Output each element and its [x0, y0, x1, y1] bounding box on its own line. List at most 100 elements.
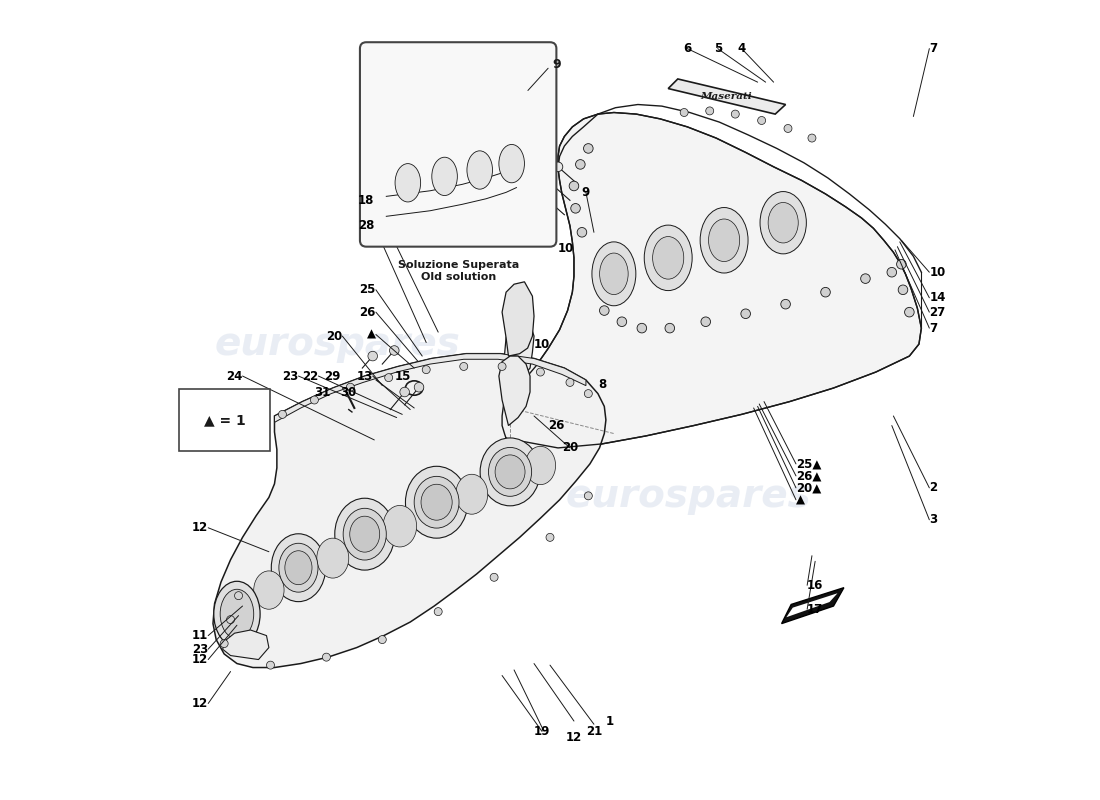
- Text: 19: 19: [534, 725, 550, 738]
- Ellipse shape: [285, 550, 312, 585]
- Text: eurospares: eurospares: [566, 477, 812, 515]
- Text: 12: 12: [191, 653, 208, 666]
- Text: 12: 12: [565, 730, 582, 743]
- Text: 25: 25: [360, 283, 376, 296]
- Text: 30: 30: [341, 386, 356, 398]
- Circle shape: [540, 192, 549, 202]
- Circle shape: [784, 125, 792, 133]
- Text: 18: 18: [358, 194, 374, 207]
- Ellipse shape: [499, 145, 525, 182]
- Circle shape: [278, 410, 286, 418]
- Circle shape: [569, 181, 579, 190]
- Circle shape: [758, 117, 766, 125]
- Text: 16: 16: [807, 578, 824, 592]
- Ellipse shape: [652, 237, 684, 279]
- Circle shape: [584, 492, 592, 500]
- Text: 12: 12: [191, 522, 208, 534]
- Text: 10: 10: [534, 338, 550, 350]
- Text: 28: 28: [358, 219, 374, 233]
- Circle shape: [415, 382, 424, 392]
- Text: 1: 1: [606, 714, 614, 727]
- Ellipse shape: [708, 219, 739, 262]
- Polygon shape: [782, 588, 844, 624]
- Polygon shape: [504, 320, 534, 394]
- Circle shape: [346, 383, 354, 391]
- Ellipse shape: [395, 164, 420, 202]
- Text: 8: 8: [597, 378, 606, 390]
- FancyBboxPatch shape: [360, 42, 557, 246]
- Ellipse shape: [213, 582, 260, 646]
- Ellipse shape: [254, 571, 284, 610]
- Ellipse shape: [343, 508, 386, 560]
- Circle shape: [781, 299, 791, 309]
- Polygon shape: [502, 282, 534, 356]
- Ellipse shape: [350, 516, 380, 552]
- Text: 24: 24: [227, 370, 242, 382]
- Circle shape: [546, 178, 554, 187]
- Circle shape: [637, 323, 647, 333]
- Ellipse shape: [432, 158, 458, 195]
- Circle shape: [600, 306, 609, 315]
- FancyBboxPatch shape: [179, 389, 270, 451]
- Circle shape: [808, 134, 816, 142]
- Ellipse shape: [334, 498, 395, 570]
- Circle shape: [491, 574, 498, 582]
- Circle shape: [422, 366, 430, 374]
- Text: Maserati: Maserati: [700, 92, 751, 101]
- Circle shape: [546, 534, 554, 542]
- Text: 10: 10: [558, 242, 574, 254]
- Text: 25▲: 25▲: [796, 458, 822, 470]
- Ellipse shape: [488, 447, 531, 496]
- Ellipse shape: [480, 438, 540, 506]
- Text: 20▲: 20▲: [796, 482, 822, 494]
- Circle shape: [385, 374, 393, 382]
- Circle shape: [732, 110, 739, 118]
- Circle shape: [583, 144, 593, 154]
- Text: 9: 9: [552, 58, 561, 71]
- Circle shape: [378, 635, 386, 643]
- Text: 12: 12: [191, 697, 208, 710]
- Text: 2: 2: [930, 482, 937, 494]
- Circle shape: [706, 107, 714, 115]
- Circle shape: [310, 396, 318, 404]
- Text: 20: 20: [562, 442, 579, 454]
- Circle shape: [617, 317, 627, 326]
- Circle shape: [389, 346, 399, 355]
- Circle shape: [904, 307, 914, 317]
- Text: 22: 22: [302, 370, 318, 382]
- Ellipse shape: [220, 590, 254, 638]
- Circle shape: [821, 287, 830, 297]
- Text: eurospares: eurospares: [214, 325, 460, 363]
- Circle shape: [234, 592, 242, 600]
- Circle shape: [741, 309, 750, 318]
- Circle shape: [460, 362, 467, 370]
- Text: 15: 15: [394, 370, 410, 382]
- Circle shape: [566, 378, 574, 386]
- Text: eurospares: eurospares: [566, 477, 812, 515]
- Text: 26: 26: [548, 419, 564, 432]
- Circle shape: [680, 109, 689, 117]
- Polygon shape: [275, 354, 586, 422]
- Ellipse shape: [279, 543, 318, 592]
- Circle shape: [899, 285, 907, 294]
- Text: eurospares: eurospares: [214, 325, 460, 363]
- Text: 29: 29: [324, 370, 341, 382]
- Text: 20: 20: [326, 330, 342, 342]
- Text: 13: 13: [356, 370, 373, 382]
- Polygon shape: [668, 79, 785, 114]
- Ellipse shape: [466, 151, 493, 189]
- Text: ▲ = 1: ▲ = 1: [204, 413, 245, 427]
- Ellipse shape: [455, 474, 487, 514]
- Text: 9: 9: [582, 186, 590, 199]
- Ellipse shape: [415, 476, 459, 528]
- Ellipse shape: [525, 446, 556, 485]
- Ellipse shape: [495, 455, 525, 489]
- Circle shape: [537, 368, 544, 376]
- Ellipse shape: [272, 534, 326, 602]
- Ellipse shape: [760, 191, 806, 254]
- Circle shape: [666, 323, 674, 333]
- Text: 23: 23: [191, 642, 208, 656]
- Text: Soluzione Superata
Old solution: Soluzione Superata Old solution: [397, 260, 519, 282]
- Circle shape: [266, 661, 275, 669]
- Circle shape: [575, 160, 585, 170]
